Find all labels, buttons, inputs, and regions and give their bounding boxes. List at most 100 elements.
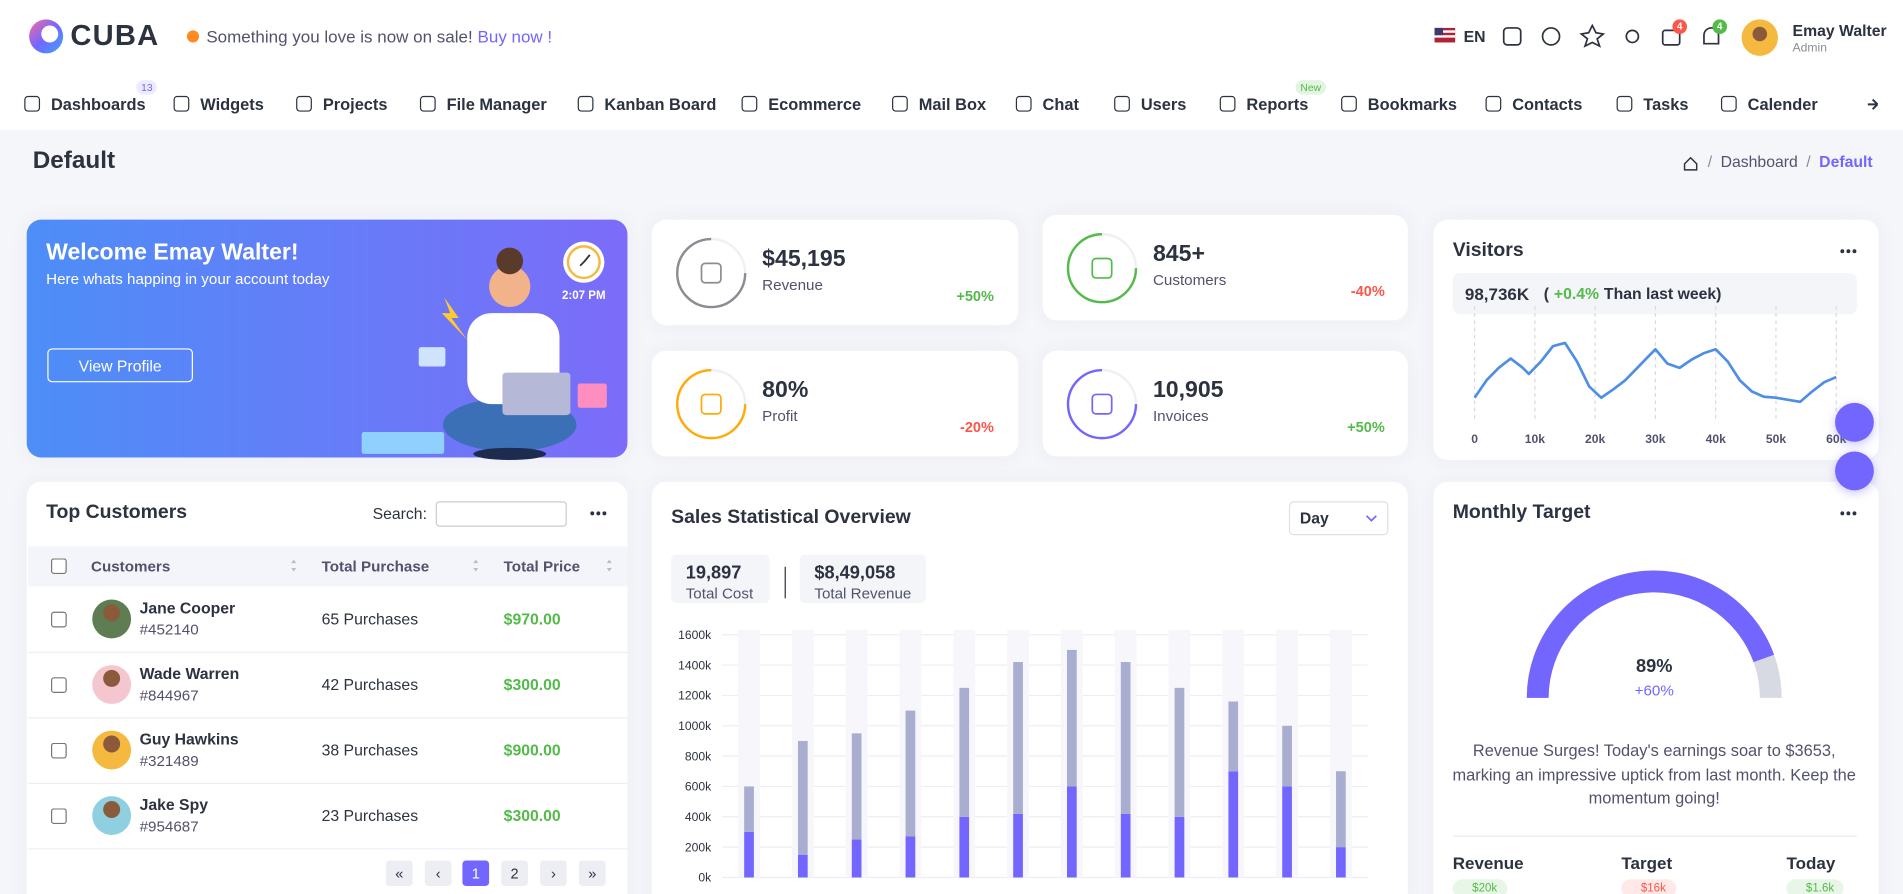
breadcrumb-item[interactable]: Dashboard xyxy=(1720,152,1798,171)
stat-label: Customers xyxy=(1152,271,1227,289)
row-checkbox[interactable] xyxy=(50,677,67,693)
nav-item[interactable]: Contacts xyxy=(1512,95,1583,114)
row-checkbox[interactable] xyxy=(50,611,67,628)
promo-link[interactable]: Buy now ! xyxy=(477,26,553,47)
card-title: Monthly Target xyxy=(1452,502,1591,524)
card-title: Sales Statistical Overview xyxy=(671,507,911,528)
search-input[interactable] xyxy=(435,501,567,527)
select-all-checkbox[interactable] xyxy=(50,558,67,575)
language[interactable]: EN xyxy=(1463,27,1486,46)
pagination-button[interactable]: » xyxy=(578,860,606,886)
summary-label: Total Cost xyxy=(685,584,754,602)
customer-name: Guy Hawkins xyxy=(139,730,239,749)
pagination-button[interactable]: ‹ xyxy=(424,860,452,886)
column-header[interactable]: Total Price xyxy=(503,558,581,576)
customer-id: #954687 xyxy=(139,818,199,835)
welcome-title: Welcome Emay Walter! xyxy=(46,240,299,266)
nav-badge: New xyxy=(1295,80,1326,95)
period-dropdown[interactable] xyxy=(1288,501,1389,536)
nav-icon xyxy=(419,95,436,112)
clock-time: 2:07 PM xyxy=(561,289,606,303)
breadcrumb-separator: / xyxy=(1707,152,1713,171)
nav-item[interactable]: Projects xyxy=(322,95,388,114)
gauge-label: 89% xyxy=(1635,655,1673,677)
stat-label: Revenue xyxy=(762,276,823,294)
welcome-subtitle: Here whats happing in your account today xyxy=(46,270,330,288)
customer-id: #844967 xyxy=(139,686,199,704)
pagination-label: 1 xyxy=(471,864,480,882)
nav-icon xyxy=(1485,95,1502,112)
nav-item[interactable]: Tasks xyxy=(1643,95,1689,114)
pagination-label: › xyxy=(550,864,556,882)
promo-text: Something you love is now on sale! xyxy=(206,26,473,47)
pagination-button[interactable]: › xyxy=(540,860,567,886)
nav-icon xyxy=(1015,95,1032,112)
target-message: Revenue Surges! Today's earnings soar to… xyxy=(1452,741,1856,808)
row-checkbox[interactable] xyxy=(50,808,67,825)
customer-id: #452140 xyxy=(139,621,199,639)
visitors-comparison: (+0.4% Than last week) xyxy=(1544,285,1722,303)
pagination-button[interactable]: 2 xyxy=(501,860,528,886)
home-icon[interactable] xyxy=(1683,156,1698,171)
view-profile-button[interactable]: View Profile xyxy=(47,348,193,383)
metric-label: Today xyxy=(1786,853,1836,873)
nav-item[interactable]: Ecommerce xyxy=(768,95,862,114)
metric-badge: $20k xyxy=(1452,879,1507,894)
price: $900.00 xyxy=(503,740,561,760)
summary-value: 19,897 xyxy=(685,562,742,584)
nav-icon xyxy=(296,95,312,112)
nav-icon xyxy=(173,95,190,112)
visitors-card xyxy=(1433,219,1879,460)
stat-value: 10,905 xyxy=(1152,377,1224,403)
stat-value: 80% xyxy=(762,377,809,403)
nav-item[interactable]: Mail Box xyxy=(918,95,987,114)
card-title: Top Customers xyxy=(46,502,188,524)
page-title: Default xyxy=(32,147,116,175)
nav-item[interactable]: Kanban Board xyxy=(604,95,717,114)
metric-badge: $1.6k xyxy=(1786,879,1844,894)
nav-item[interactable]: Reports xyxy=(1246,95,1309,114)
breadcrumb-separator: / xyxy=(1806,152,1811,171)
nav-item[interactable]: Users xyxy=(1140,95,1187,114)
nav-item[interactable]: Bookmarks xyxy=(1367,95,1458,114)
price: $970.00 xyxy=(503,609,561,629)
nav-item[interactable]: Calender xyxy=(1747,95,1818,114)
nav-item[interactable]: File Manager xyxy=(446,95,547,114)
customer-name: Jake Spy xyxy=(139,795,208,814)
nav-icon xyxy=(1616,95,1633,112)
notification-badge: 4 xyxy=(1717,21,1723,33)
summary-value: $8,49,058 xyxy=(814,562,896,584)
customer-avatar xyxy=(103,735,121,753)
pagination-button[interactable]: « xyxy=(385,860,413,886)
row-divider xyxy=(27,717,628,719)
row-divider xyxy=(27,651,628,653)
stat-change: -20% xyxy=(959,418,994,436)
purchases: 38 Purchases xyxy=(321,740,419,760)
metric-label: Revenue xyxy=(1452,853,1524,873)
nav-item[interactable]: Widgets xyxy=(200,95,264,114)
metric-label: Target xyxy=(1621,853,1673,873)
nav-item[interactable]: Chat xyxy=(1042,95,1079,114)
nav-badge: 13 xyxy=(136,80,158,95)
stat-label: Profit xyxy=(762,407,798,425)
apps-button[interactable] xyxy=(1835,402,1874,442)
row-checkbox[interactable] xyxy=(50,742,67,759)
column-header[interactable]: Total Purchase xyxy=(321,558,430,576)
customer-id: #321489 xyxy=(139,752,199,770)
summary-box xyxy=(799,554,927,604)
nav-icon xyxy=(741,95,758,112)
table-header-bg xyxy=(27,546,628,587)
nav-bar xyxy=(0,77,1903,130)
nav-icon xyxy=(1341,95,1357,112)
column-header[interactable]: Customers xyxy=(91,558,171,576)
nav-item[interactable]: Dashboards xyxy=(50,95,146,114)
nav-icon xyxy=(1114,95,1130,112)
search-label: Search: xyxy=(372,504,427,523)
settings-button[interactable] xyxy=(1835,451,1874,491)
button-label: View Profile xyxy=(78,356,162,375)
pagination-button[interactable]: 1 xyxy=(462,860,490,886)
customer-avatar xyxy=(103,669,121,687)
nav-icon xyxy=(577,95,594,112)
